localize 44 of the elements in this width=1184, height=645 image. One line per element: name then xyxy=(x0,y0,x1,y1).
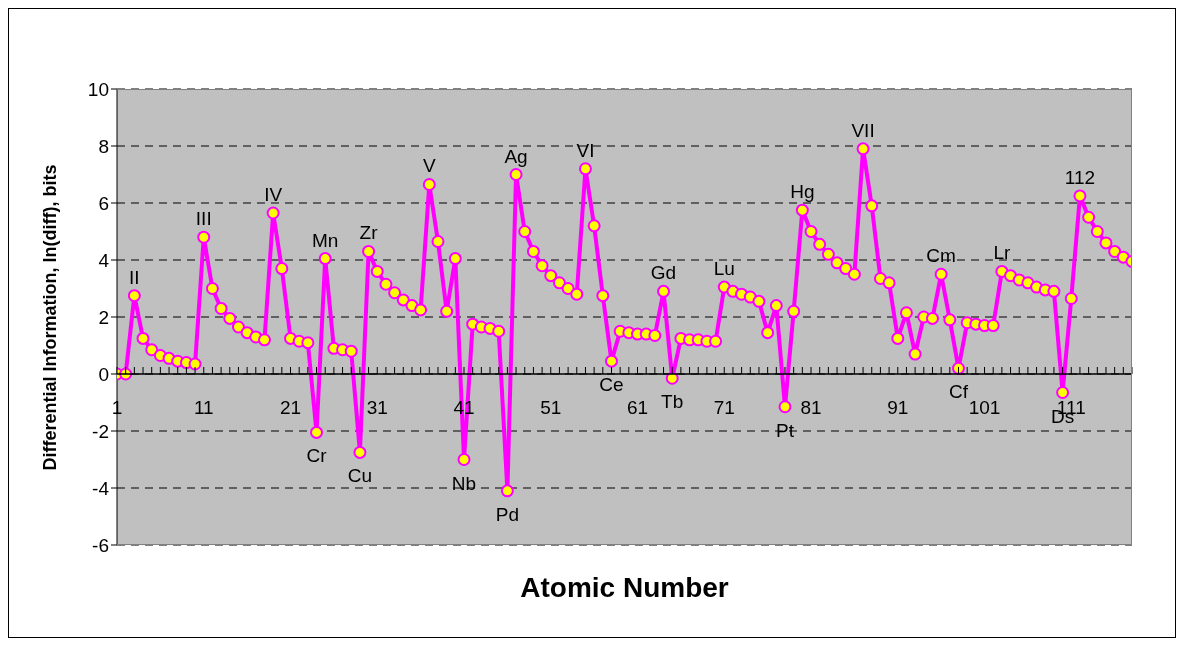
annotation: Pt xyxy=(776,419,795,441)
x-tick-label: 91 xyxy=(887,397,909,418)
annotation: Mn xyxy=(312,229,339,251)
annotation: 112 xyxy=(1064,166,1096,188)
annotation: Cu xyxy=(347,465,373,487)
y-tick-label: -6 xyxy=(92,534,109,556)
annotation: II xyxy=(129,266,140,288)
annotation: V xyxy=(422,155,436,177)
x-tick-label: 81 xyxy=(800,397,822,418)
y-tick-label: -2 xyxy=(92,420,109,442)
annotation: Ce xyxy=(599,374,624,396)
annotation: Pd xyxy=(495,503,520,525)
y-tick-label: 0 xyxy=(98,363,109,385)
x-tick-label: 61 xyxy=(626,397,649,418)
annotation: Tb xyxy=(661,391,684,413)
y-tick-label: 8 xyxy=(98,135,109,157)
annotation: Lu xyxy=(713,258,735,280)
x-tick-label: 71 xyxy=(713,397,735,418)
x-tick-label: 31 xyxy=(366,397,388,418)
y-axis-title: Differential Information, ln(diff), bits xyxy=(40,164,62,470)
x-tick-label: 101 xyxy=(968,397,1001,418)
annotation: Ag xyxy=(504,145,528,167)
y-tick-label: 2 xyxy=(98,306,109,328)
x-tick-label: 21 xyxy=(279,397,302,418)
y-tick-label: -4 xyxy=(92,477,110,499)
annotation: Cf xyxy=(949,381,969,403)
annotation: III xyxy=(195,208,212,230)
annotation: Lr xyxy=(993,242,1011,264)
annotation: Nb xyxy=(451,472,477,494)
annotation: Zr xyxy=(359,222,379,244)
x-tick-label: 1 xyxy=(111,397,123,418)
y-tick-label: 4 xyxy=(98,249,110,271)
annotation: VII xyxy=(851,119,875,141)
x-axis-title: Atomic Number xyxy=(519,572,730,604)
annotation: VI xyxy=(576,139,595,161)
annotation: Gd xyxy=(650,262,677,284)
annotation: Hg xyxy=(790,181,815,203)
annotation: IV xyxy=(264,183,283,205)
x-tick-label: 51 xyxy=(540,397,562,418)
annotation: Cr xyxy=(306,445,328,467)
x-tick-label: 11 xyxy=(193,397,214,418)
y-tick-label: 6 xyxy=(98,192,109,214)
y-tick-label: 10 xyxy=(87,78,109,100)
annotation: Cm xyxy=(926,245,956,267)
